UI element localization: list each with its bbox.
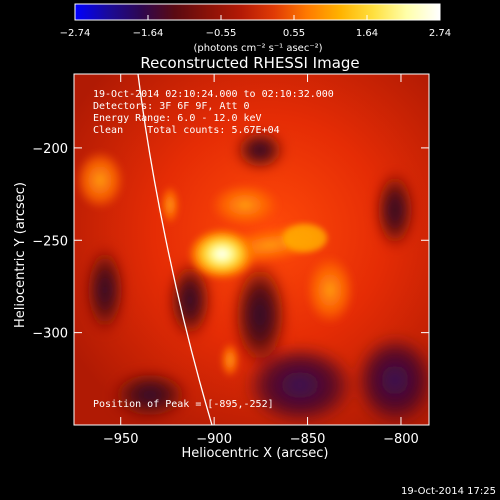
colorbar-tick-label: 2.74 <box>429 28 451 39</box>
colorbar: −2.74 −1.64 −0.55 0.55 1.64 2.74 (photons cm⁻… <box>60 3 451 54</box>
y-axis: −200 −250 −300 <box>32 142 429 342</box>
colorbar-tick-label: 0.55 <box>283 28 305 39</box>
colorbar-gradient <box>74 3 441 21</box>
plot-area <box>74 74 429 425</box>
y-tick-label: −250 <box>32 234 68 249</box>
colorbar-tick-label: −2.74 <box>60 28 91 39</box>
peak-position-label: Position of Peak = [-895,-252] <box>93 399 274 410</box>
colorbar-ticks: −2.74 −1.64 −0.55 0.55 1.64 2.74 <box>60 15 451 39</box>
info-line-2: Detectors: 3F 6F 9F, Att 0 <box>93 101 250 112</box>
x-tick-label: −900 <box>196 432 232 447</box>
colorbar-tick-label: −1.64 <box>133 28 164 39</box>
y-axis-label: Heliocentric Y (arcsec) <box>13 182 28 328</box>
info-line-1: 19-Oct-2014 02:10:24.000 to 02:10:32.000 <box>93 89 334 100</box>
plot-frame <box>73 73 430 426</box>
info-line-3: Energy Range: 6.0 - 12.0 keV <box>93 113 262 124</box>
x-tick-label: −850 <box>290 432 326 447</box>
info-text: 19-Oct-2014 02:10:24.000 to 02:10:32.000… <box>93 89 334 410</box>
info-line-4: Clean Total counts: 5.67E+04 <box>93 125 280 136</box>
dark-regions <box>85 130 429 425</box>
x-axis-label: Heliocentric X (arcsec) <box>182 446 329 461</box>
x-tick-label: −800 <box>383 432 419 447</box>
x-tick-label: −950 <box>103 432 139 447</box>
solar-limb-line <box>137 74 213 425</box>
colorbar-tick-label: −0.55 <box>206 28 237 39</box>
colorbar-tick-label: 1.64 <box>356 28 378 39</box>
image-title: Reconstructed RHESSI Image <box>140 54 359 72</box>
y-tick-label: −200 <box>32 142 68 157</box>
footer-timestamp: 19-Oct-2014 17:25 <box>401 486 496 497</box>
x-axis: −950 −900 −850 −800 <box>103 74 419 447</box>
y-tick-label: −300 <box>32 327 68 342</box>
colorbar-unit-label: (photons cm⁻² s⁻¹ asec⁻²) <box>193 43 322 54</box>
peak-source <box>188 224 328 280</box>
